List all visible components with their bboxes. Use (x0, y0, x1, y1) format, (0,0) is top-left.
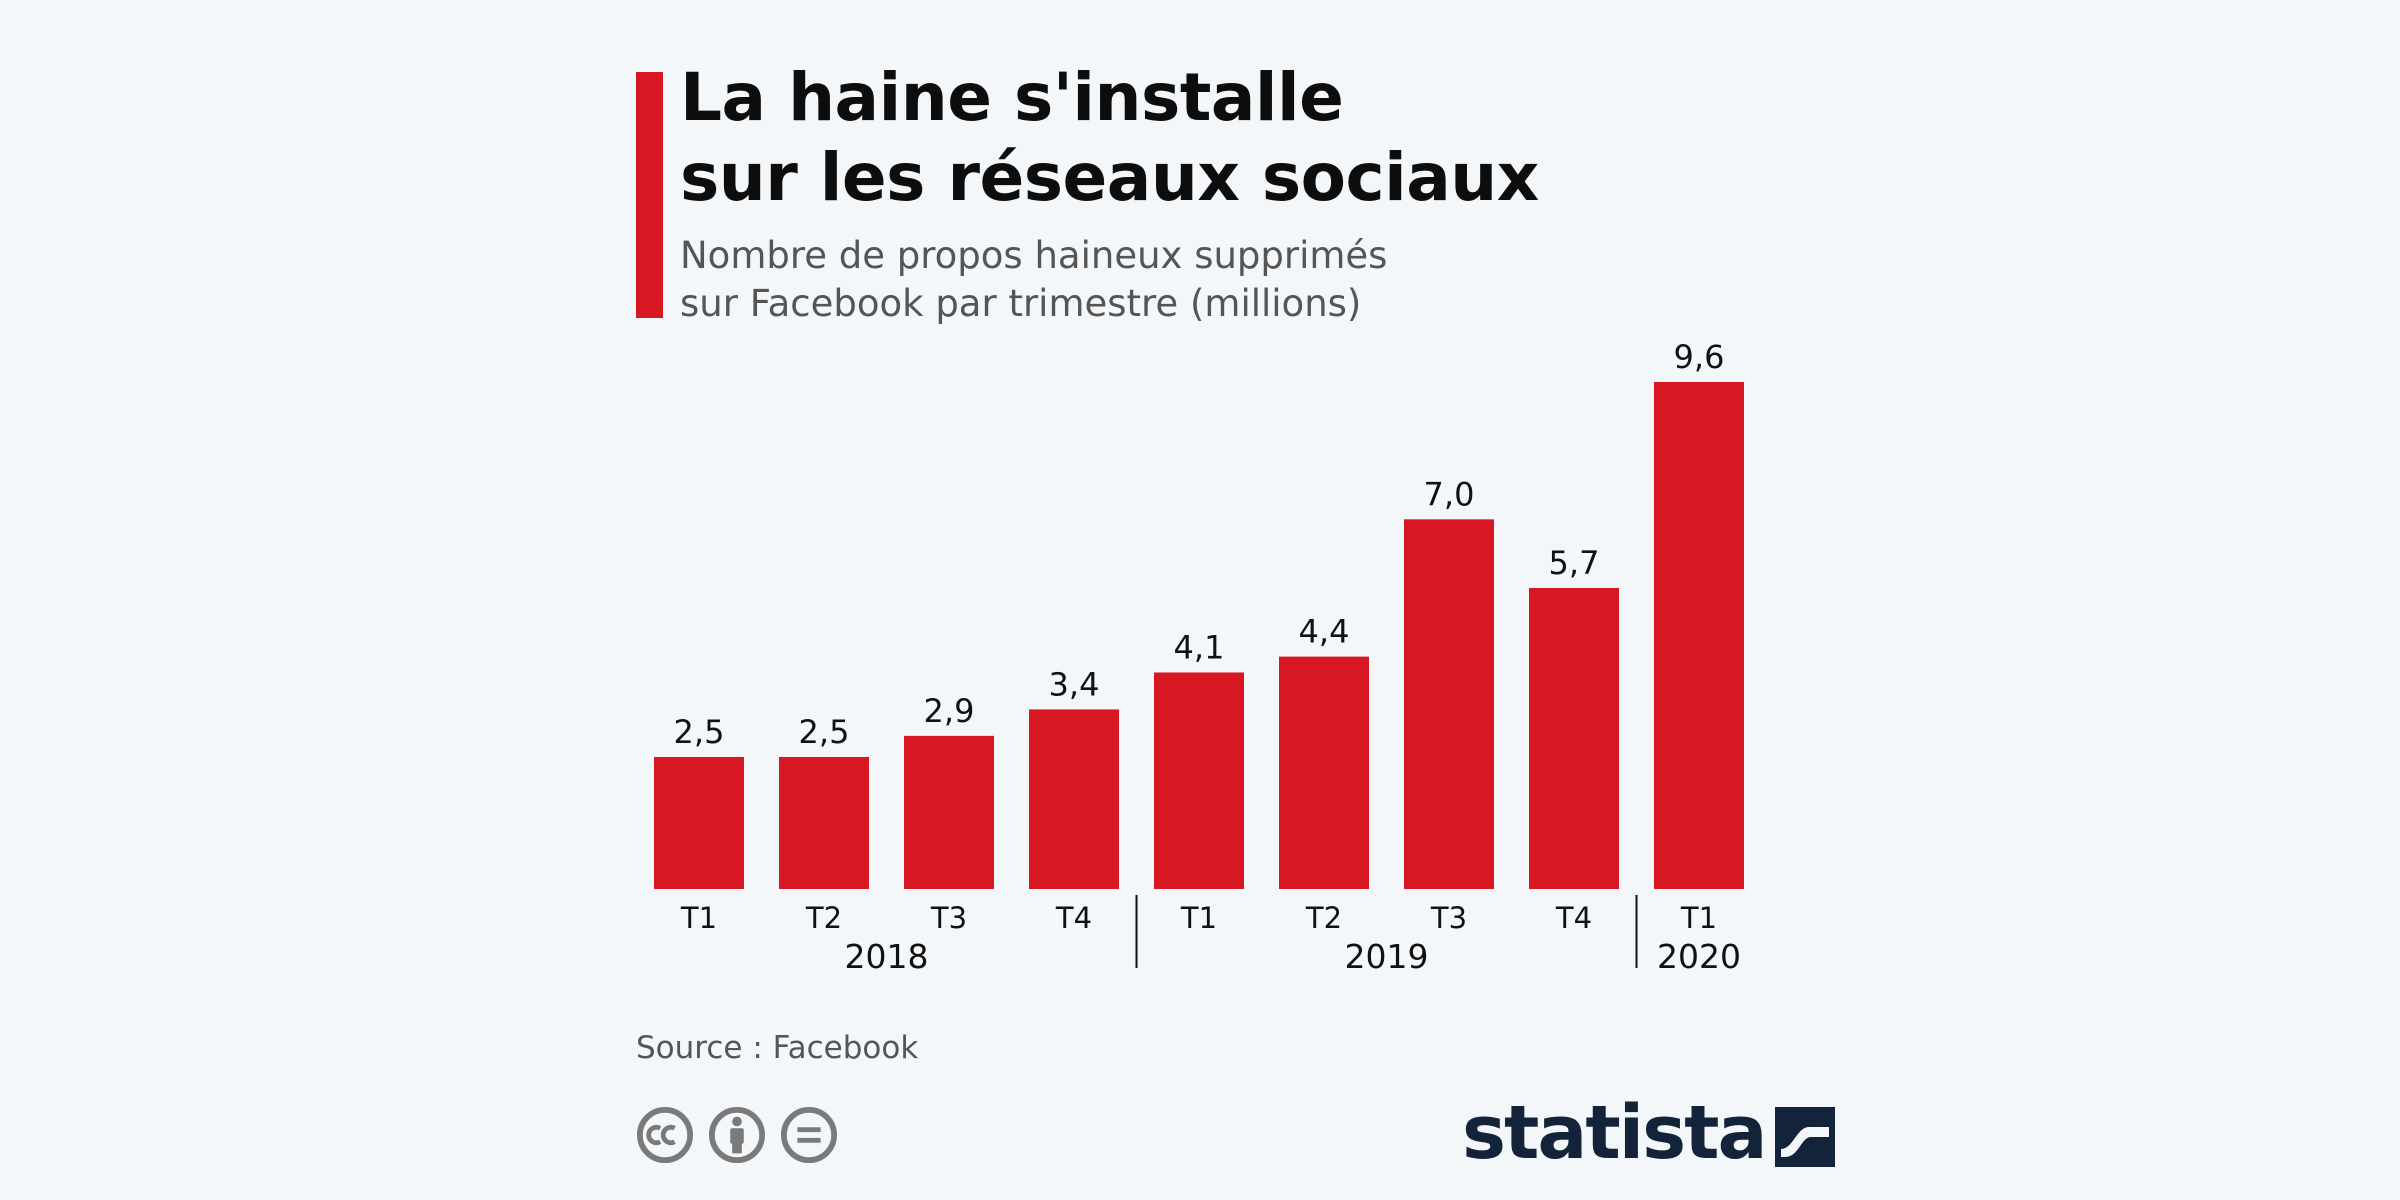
no-derivatives-icon[interactable] (780, 1106, 838, 1164)
bar (1029, 709, 1119, 889)
bar (1279, 656, 1369, 889)
bar (1654, 382, 1744, 889)
data-label: 4,1 (1174, 628, 1225, 666)
chart-title-line-1: La haine s'installe (680, 59, 1344, 136)
chart-title: La haine s'installe sur les réseaux soci… (680, 58, 1830, 218)
year-label: 2019 (1345, 937, 1429, 976)
x-tick-label: T1 (1680, 901, 1717, 935)
x-tick-label: T3 (1430, 901, 1467, 935)
data-label: 2,9 (924, 692, 975, 730)
year-label: 2020 (1657, 937, 1741, 976)
x-tick-label: T1 (1180, 901, 1217, 935)
title-accent-bar (636, 72, 663, 318)
x-tick-label: T1 (680, 901, 717, 935)
chart-subtitle-line-1: Nombre de propos haineux supprimés (680, 234, 1388, 277)
data-label: 2,5 (674, 713, 725, 751)
bar (1404, 519, 1494, 889)
attribution-icon[interactable] (708, 1106, 766, 1164)
data-label: 4,4 (1299, 613, 1350, 651)
brand-name: statista (1462, 1090, 1767, 1176)
chart-subtitle-line-2: sur Facebook par trimestre (millions) (680, 282, 1362, 325)
x-tick-label: T2 (1305, 901, 1342, 935)
x-tick-label: T2 (805, 901, 842, 935)
bar (1529, 587, 1619, 889)
data-label: 2,5 (799, 713, 850, 751)
x-tick-label: T4 (1555, 901, 1592, 935)
bar (779, 756, 869, 889)
chart-title-line-2: sur les réseaux sociaux (680, 139, 1539, 216)
year-label: 2018 (845, 937, 929, 976)
data-label: 5,7 (1549, 544, 1600, 582)
source-note: Source : Facebook (636, 1030, 919, 1066)
x-tick-label: T4 (1055, 901, 1092, 935)
statista-logo-icon (1775, 1107, 1836, 1167)
data-label: 7,0 (1424, 475, 1475, 513)
chart-subtitle: Nombre de propos haineux supprimés sur F… (680, 232, 1580, 328)
bar (654, 756, 744, 889)
bar (1154, 672, 1244, 889)
license-icons (636, 1106, 838, 1164)
data-label: 9,6 (1674, 338, 1725, 376)
cc-icon[interactable] (636, 1106, 694, 1164)
statista-brand[interactable]: statista (1462, 1088, 1836, 1178)
data-label: 3,4 (1049, 665, 1100, 703)
x-tick-label: T3 (930, 901, 967, 935)
bar (904, 735, 994, 889)
